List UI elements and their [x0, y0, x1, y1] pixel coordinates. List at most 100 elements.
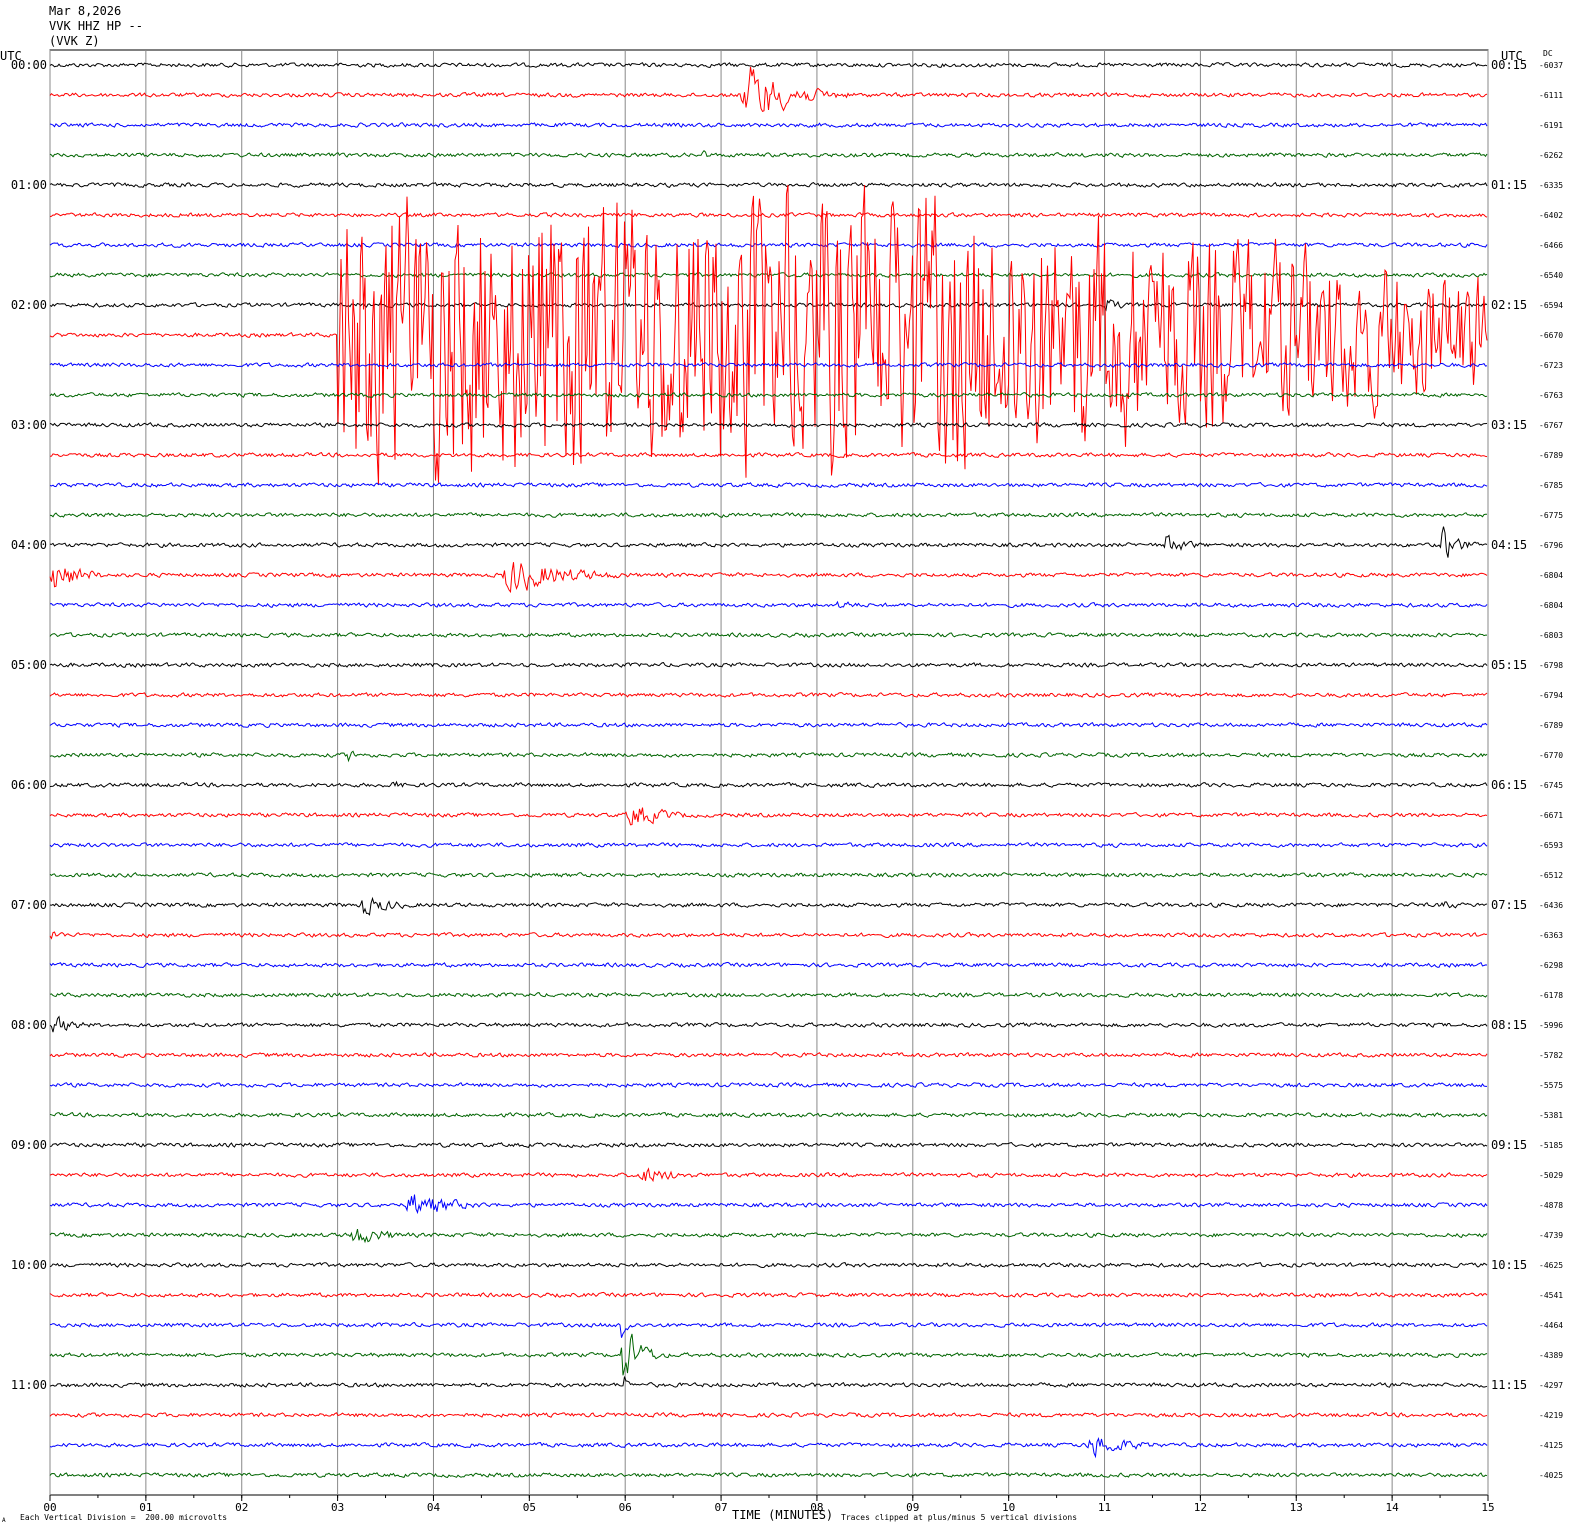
trace-row-33 [49, 1052, 1488, 1059]
trace-row-37 [49, 1167, 1488, 1183]
x-tick-label-13: 13 [1290, 1501, 1303, 1514]
dc-offset-label: -6745 [1539, 781, 1563, 790]
trace-row-43 [49, 1333, 1488, 1376]
trace-row-44 [49, 1376, 1488, 1388]
x-tick-label-07: 07 [714, 1501, 727, 1514]
x-tick-label-11: 11 [1098, 1501, 1111, 1514]
header-date: Mar 8,2026 [49, 4, 122, 18]
trace-row-2 [49, 122, 1488, 128]
trace-row-10 [49, 362, 1488, 368]
trace-row-16 [49, 526, 1488, 558]
x-tick-label-03: 03 [331, 1501, 344, 1514]
right-hour-label: 08:15 [1491, 1018, 1527, 1032]
trace-row-36 [49, 1142, 1488, 1148]
right-hour-label: 02:15 [1491, 298, 1527, 312]
left-hour-label: 07:00 [11, 898, 47, 912]
dc-offset-label: -5575 [1539, 1081, 1563, 1090]
dc-offset-label: -4625 [1539, 1261, 1563, 1270]
trace-row-21 [49, 692, 1488, 698]
x-axis-title: TIME (MINUTES) [732, 1508, 834, 1522]
dc-offset-label: -6037 [1539, 61, 1563, 70]
trace-row-14 [49, 482, 1488, 488]
dc-offset-label: -4739 [1539, 1231, 1563, 1240]
left-hour-label: 01:00 [11, 178, 47, 192]
dc-offset-label: -6671 [1539, 811, 1563, 820]
dc-offset-label: -6540 [1539, 271, 1563, 280]
trace-row-9 [49, 184, 1488, 486]
x-tick-label-14: 14 [1386, 1501, 1400, 1514]
dc-offset-label: -6775 [1539, 511, 1563, 520]
trace-row-47 [49, 1472, 1488, 1478]
left-hour-label: 02:00 [11, 298, 47, 312]
trace-row-17 [49, 562, 1488, 594]
trace-row-24 [49, 780, 1488, 789]
right-hour-label: 09:15 [1491, 1138, 1527, 1152]
dc-offset-label: -6402 [1539, 211, 1563, 220]
dc-offset-label: -6363 [1539, 931, 1563, 940]
dc-offset-label: -6466 [1539, 241, 1563, 250]
trace-row-20 [49, 662, 1488, 668]
right-hour-label: 06:15 [1491, 778, 1527, 792]
trace-row-12 [49, 422, 1488, 428]
trace-row-19 [49, 631, 1487, 639]
trace-row-34 [49, 1082, 1487, 1088]
left-hour-label: 11:00 [11, 1378, 47, 1392]
trace-row-18 [49, 600, 1488, 609]
right-hour-label: 07:15 [1491, 898, 1527, 912]
dc-offset-label: -6763 [1539, 391, 1563, 400]
right-hour-label: 05:15 [1491, 658, 1527, 672]
dc-title: DC [1543, 49, 1553, 58]
dc-offset-label: -4464 [1539, 1321, 1563, 1330]
left-hour-label: 03:00 [11, 418, 47, 432]
trace-row-31 [49, 992, 1488, 998]
dc-offset-label: -6191 [1539, 121, 1563, 130]
trace-row-42 [49, 1322, 1488, 1338]
left-hour-label: 05:00 [11, 658, 47, 672]
trace-row-35 [49, 1111, 1488, 1119]
dc-offset-label: -6770 [1539, 751, 1563, 760]
dc-offset-label: -6804 [1539, 601, 1563, 610]
plot-frame [49, 49, 1489, 1496]
trace-row-25 [49, 807, 1488, 826]
trace-row-46 [49, 1436, 1488, 1459]
right-hour-label: 00:15 [1491, 58, 1527, 72]
scale-note: Each Vertical Division = 200.00 microvol… [20, 1513, 228, 1522]
dc-offset-label: -4297 [1539, 1381, 1563, 1390]
x-tick-label-04: 04 [427, 1501, 441, 1514]
left-hour-label: 04:00 [11, 538, 47, 552]
dc-offset-label: -6767 [1539, 421, 1563, 430]
right-hour-label: 10:15 [1491, 1258, 1527, 1272]
left-hour-label: 00:00 [11, 58, 47, 72]
dc-offset-label: -6594 [1539, 301, 1563, 310]
trace-row-38 [49, 1194, 1488, 1215]
header-station: VVK HHZ HP -- [49, 19, 143, 33]
dc-offset-label: -6803 [1539, 631, 1563, 640]
x-tick-label-10: 10 [1002, 1501, 1015, 1514]
dc-offset-label: -6796 [1539, 541, 1563, 550]
trace-row-13 [49, 451, 1488, 459]
x-tick-label-02: 02 [235, 1501, 248, 1514]
dc-offset-label: -4389 [1539, 1351, 1563, 1360]
trace-row-40 [49, 1262, 1488, 1269]
trace-row-0 [49, 62, 1488, 68]
trace-row-6 [49, 242, 1488, 248]
trace-row-27 [49, 872, 1488, 878]
left-hour-label: 09:00 [11, 1138, 47, 1152]
dc-offset-label: -4125 [1539, 1441, 1563, 1450]
right-utc-title: UTC [1501, 49, 1523, 63]
trace-row-4 [49, 182, 1488, 189]
trace-row-32 [49, 1015, 1488, 1033]
right-hour-label: 11:15 [1491, 1378, 1527, 1392]
dc-offset-label: -5782 [1539, 1051, 1563, 1060]
dc-offset-label: -4541 [1539, 1291, 1563, 1300]
dc-offset-label: -6723 [1539, 361, 1563, 370]
x-tick-label-12: 12 [1194, 1501, 1207, 1514]
trace-row-30 [49, 961, 1488, 969]
left-utc-title: UTC [0, 49, 22, 63]
trace-row-23 [49, 750, 1488, 763]
x-tick-label-08: 08 [810, 1501, 823, 1514]
trace-row-8 [49, 299, 1488, 312]
trace-row-5 [49, 211, 1488, 218]
right-hour-label: 03:15 [1491, 418, 1527, 432]
dc-offset-label: -5996 [1539, 1021, 1563, 1030]
